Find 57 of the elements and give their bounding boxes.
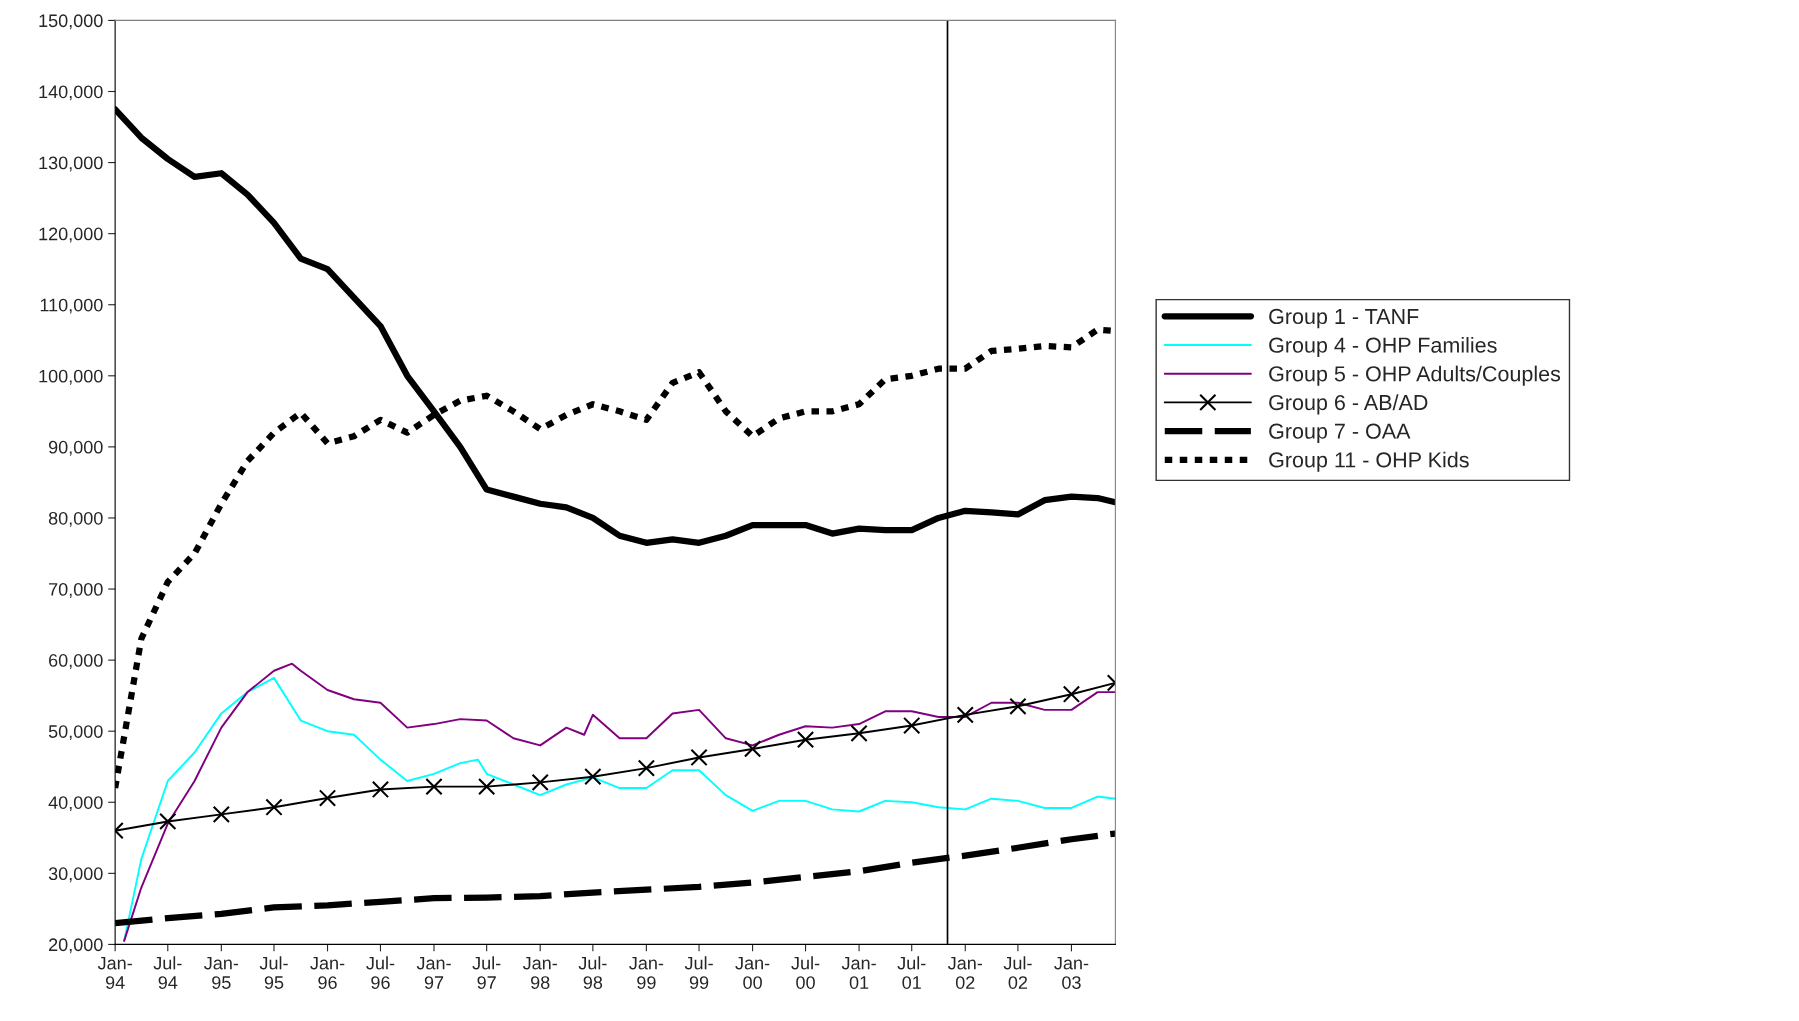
y-tick-label: 60,000 (49, 654, 103, 669)
y-tick-label: 90,000 (48, 440, 103, 456)
y-tick-label: 70,000 (49, 582, 103, 598)
point (637, 759, 656, 777)
point (584, 768, 602, 786)
point (265, 798, 283, 816)
x-tick-label: Jul- 00 (791, 956, 820, 989)
point (159, 812, 177, 831)
point (903, 716, 921, 735)
legend-label: Group 4 - OHP Families (1269, 336, 1497, 358)
y-tick-label: 100,000 (39, 369, 103, 385)
legend-label: Group 1 - TANF (1269, 308, 1419, 329)
x-tick-label: Jan- 00 (735, 956, 770, 989)
x-tick-label: Jul- 01 (897, 956, 926, 989)
legend-label: Group 11 - OHP Kids (1269, 451, 1469, 472)
y-tick-label: 20,000 (49, 938, 103, 954)
point (318, 789, 337, 807)
y-tick-label: 140,000 (39, 85, 103, 101)
x-tick-label: Jan- 03 (1054, 956, 1089, 989)
x-tick-label: Jan- 99 (629, 956, 664, 989)
x-tick-label: Jan- 02 (947, 956, 983, 989)
x-tick-label: Jul- 99 (684, 956, 713, 989)
x-tick-label: Jan- 96 (310, 956, 345, 989)
y-tick-label: 130,000 (39, 156, 103, 172)
x-tick-label: Jul- 94 (153, 956, 182, 989)
point (531, 773, 549, 792)
y-tick-label: 120,000 (39, 227, 103, 243)
x-tick-label: Jan- 95 (204, 956, 239, 989)
y-tick-label: 30,000 (48, 867, 103, 883)
x-tick-label: Jul- 96 (366, 956, 395, 989)
y-tick-label: 80,000 (48, 511, 103, 527)
y-tick-label: 110,000 (40, 298, 103, 314)
point (1062, 685, 1081, 703)
point (425, 777, 443, 796)
x-tick-label: Jan- 94 (97, 956, 132, 989)
y-tick-label: 50,000 (48, 725, 103, 741)
x-tick-label: Jan- 97 (416, 956, 451, 989)
x-tick-label: Jul- 95 (259, 956, 288, 989)
legend-label: Group 5 - OHP Adults/Couples (1269, 365, 1561, 386)
y-tick-label: 40,000 (48, 796, 103, 812)
y-tick-label: 150,000 (39, 14, 103, 30)
legend-label: Group 7 - OAA (1269, 423, 1411, 444)
point (212, 805, 231, 824)
x-tick-label: Jan- 98 (522, 956, 557, 989)
legend-label: Group 6 - AB/AD (1269, 394, 1428, 415)
point (850, 724, 868, 742)
x-tick-label: Jul- 97 (472, 956, 501, 989)
point (956, 706, 974, 724)
point (796, 731, 815, 749)
point (690, 748, 708, 767)
x-tick-label: Jul- 02 (1003, 956, 1032, 989)
point (371, 780, 390, 799)
x-tick-label: Jan- 01 (841, 956, 876, 989)
point (477, 777, 496, 796)
x-tick-label: Jul- 98 (578, 956, 607, 989)
point (1009, 697, 1027, 715)
point (743, 740, 762, 758)
